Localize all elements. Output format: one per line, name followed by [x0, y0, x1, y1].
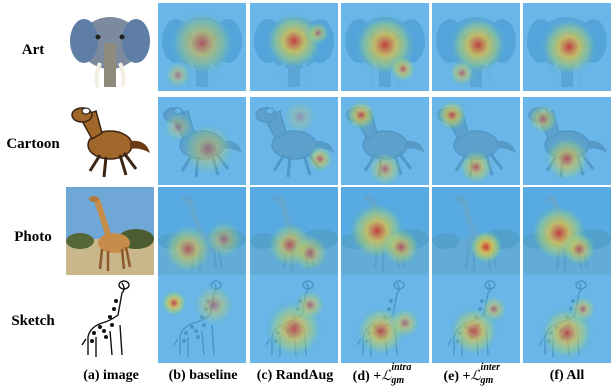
cell-art-intra	[341, 3, 429, 91]
cell-art-all	[523, 3, 611, 91]
cell-art-baseline	[158, 3, 246, 91]
col-label-inter-prefix: (e) +	[443, 369, 471, 384]
cell-sketch-image	[66, 275, 154, 363]
cell-cartoon-baseline	[158, 97, 246, 185]
cell-photo-image	[66, 187, 154, 275]
loss-symbol-inter: ℒ	[470, 368, 481, 384]
cell-sketch-baseline	[158, 275, 246, 363]
row-label-art: Art	[21, 42, 45, 58]
attention-map-cartoon-baseline	[158, 97, 246, 185]
loss-sup-intra: intra	[391, 362, 412, 373]
loss-sub-intra: gm	[391, 375, 405, 386]
attention-map-cartoon-intra	[341, 97, 429, 185]
attention-map-cartoon-randaug	[250, 97, 338, 185]
cell-cartoon-image	[66, 97, 154, 185]
cell-photo-inter	[432, 187, 520, 275]
attention-map-cartoon-all	[523, 97, 611, 185]
cell-sketch-intra	[341, 275, 429, 363]
attention-map-photo-inter	[432, 187, 520, 275]
attention-map-art-baseline	[158, 3, 246, 91]
cell-art-image	[66, 3, 154, 91]
cell-sketch-randaug	[250, 275, 338, 363]
cell-sketch-all	[523, 275, 611, 363]
col-label-intra: (d) +ℒ intra gm	[340, 362, 432, 386]
col-label-baseline: (b) baseline	[168, 368, 238, 383]
attention-map-photo-baseline	[158, 187, 246, 275]
cell-art-inter	[432, 3, 520, 91]
attention-map-cartoon-inter	[432, 97, 520, 185]
attention-map-art-intra	[341, 3, 429, 91]
input-image-photo-image	[66, 187, 154, 275]
cell-photo-baseline	[158, 187, 246, 275]
attention-map-photo-intra	[341, 187, 429, 275]
attention-map-art-inter	[432, 3, 520, 91]
cell-art-randaug	[250, 3, 338, 91]
row-label-photo: Photo	[14, 229, 52, 245]
col-label-image: (a) image	[83, 368, 139, 383]
attention-map-photo-all	[523, 187, 611, 275]
cell-cartoon-inter	[432, 97, 520, 185]
cell-cartoon-intra	[341, 97, 429, 185]
col-label-inter: (e) +ℒ inter gm	[430, 362, 522, 386]
cell-cartoon-randaug	[250, 97, 338, 185]
col-label-intra-prefix: (d) +	[352, 369, 382, 384]
attention-map-photo-randaug	[250, 187, 338, 275]
loss-sub-inter: gm	[480, 375, 494, 386]
attention-map-sketch-intra	[341, 275, 429, 363]
cell-cartoon-all	[523, 97, 611, 185]
cell-photo-randaug	[250, 187, 338, 275]
attention-map-sketch-all	[523, 275, 611, 363]
input-image-sketch-image	[66, 275, 154, 363]
attention-map-art-randaug	[250, 3, 338, 91]
row-label-sketch: Sketch	[11, 313, 55, 329]
attention-map-sketch-randaug	[250, 275, 338, 363]
attention-map-sketch-inter	[432, 275, 520, 363]
cell-photo-intra	[341, 187, 429, 275]
input-image-cartoon-image	[71, 107, 150, 178]
loss-sup-inter: inter	[480, 362, 500, 373]
attention-map-art-all	[523, 3, 611, 91]
cell-sketch-inter	[432, 275, 520, 363]
col-label-all: (f) All	[549, 368, 585, 383]
input-image-art-image	[70, 17, 150, 88]
col-label-randaug: (c) RandAug	[256, 368, 334, 383]
row-label-cartoon: Cartoon	[6, 136, 60, 152]
loss-symbol-intra: ℒ	[381, 368, 392, 384]
attention-map-sketch-baseline	[158, 275, 246, 363]
cell-photo-all	[523, 187, 611, 275]
